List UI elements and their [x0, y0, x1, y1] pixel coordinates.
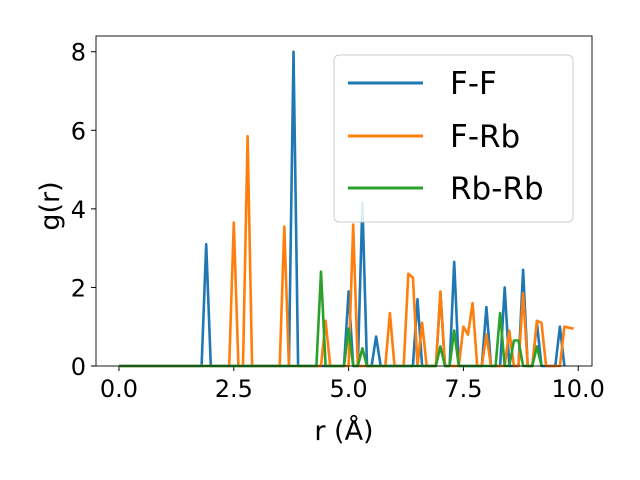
- tick-layer: 0.0 2.5 5.0 7.5 10.0 0 2 4 6 8: [71, 39, 605, 403]
- x-tick-label: 2.5: [215, 375, 253, 403]
- series-line-rbrb: [119, 270, 543, 368]
- y-tick-label: 2: [71, 274, 86, 302]
- x-tick-label: 0.0: [100, 375, 138, 403]
- plot-frame: [95, 35, 593, 367]
- x-tick-label: 5.0: [330, 375, 368, 403]
- legend-box: [333, 54, 574, 223]
- y-tick-label: 0: [71, 353, 86, 381]
- y-axis-label: g(r): [35, 181, 66, 230]
- legend-label-rbrb: Rb-Rb: [450, 171, 544, 207]
- y-tick-label: 4: [71, 196, 86, 224]
- x-axis-label: r (Å): [314, 415, 373, 447]
- legend-label-frb: F-Rb: [450, 119, 520, 155]
- legend-label-ff: F-F: [450, 66, 497, 102]
- x-tick-label: 10.0: [552, 375, 605, 403]
- y-tick-label: 8: [71, 39, 86, 67]
- x-tick-label: 7.5: [444, 375, 482, 403]
- y-tick-label: 6: [71, 117, 86, 145]
- legend: F-F F-Rb Rb-Rb: [333, 54, 574, 223]
